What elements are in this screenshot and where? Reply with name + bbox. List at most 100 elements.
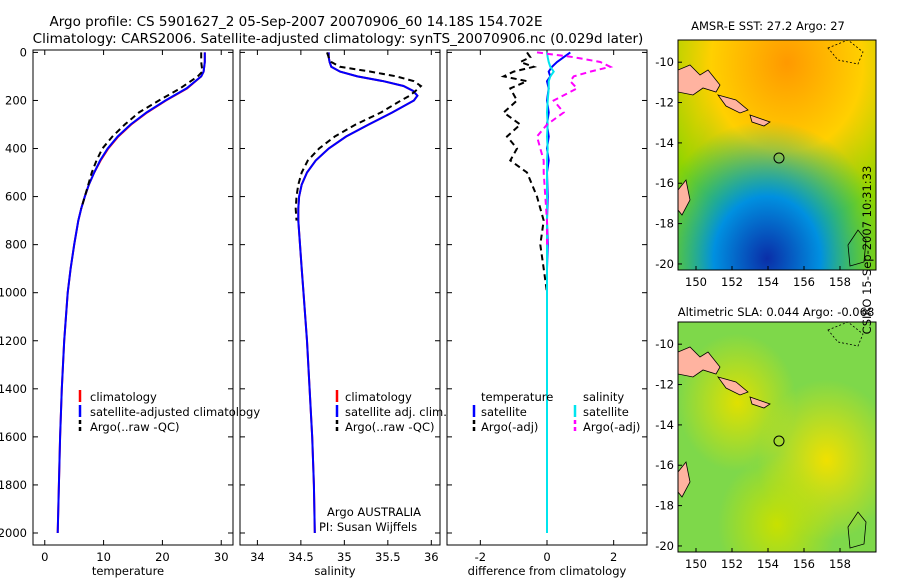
difference-series-temperature-satellite: [545, 51, 571, 533]
map-ytick-label: -12: [655, 378, 674, 392]
salinity-xtick-label: 36: [424, 550, 439, 564]
depth-tick-label: 2000: [0, 526, 27, 540]
temperature-series-argo-raw-qc: [80, 52, 204, 209]
legend-header-temperature: temperature: [481, 390, 553, 404]
title-line-2: Climatology: CARS2006. Satellite-adjuste…: [33, 31, 644, 47]
salinity-series-argo-raw-qc: [294, 52, 423, 221]
salinity-legend: climatology satellite adj. clim. Argo(..…: [335, 390, 447, 434]
map-xtick-label: 156: [793, 557, 815, 571]
difference-xtick-label: 0: [543, 550, 550, 564]
title-line-1: Argo profile: CS 5901627_2 05-Sep-2007 2…: [49, 14, 542, 30]
sla-map-title: Altimetric SLA: 0.044 Argo: -0.068: [678, 305, 875, 319]
sla-land-islands: [717, 376, 749, 396]
temperature-panel: 0 10 20 30 0 200 400 600 800 1000 1200 1400 1600 1800…: [0, 45, 260, 578]
temperature-legend: climatology satellite-adjusted climatolo…: [78, 390, 260, 434]
sla-heatmap: [678, 322, 876, 552]
sst-map-panel: AMSR-E SST: 27.2 Argo: 27 150 152 154 156 15…: [655, 19, 877, 289]
sla-land-islet: [749, 396, 771, 409]
temperature-xlabel: temperature: [92, 564, 164, 578]
temperature-xtick-label: 30: [214, 550, 229, 564]
sla-contour-north: [827, 322, 864, 347]
legend-label-sal-satellite: satellite: [583, 405, 629, 419]
difference-axis-ticks: -2 0 2: [447, 50, 647, 564]
sst-land-islet: [749, 114, 771, 127]
difference-xlabel: difference from climatology: [468, 564, 627, 578]
map-ytick-label: -14: [655, 136, 674, 150]
difference-profile-lines: [500, 51, 614, 533]
map-ytick-label: -18: [655, 499, 674, 513]
salinity-series-satellite-adj-clim: [297, 52, 419, 534]
salinity-xtick-label: 34: [250, 550, 265, 564]
map-ytick-label: -10: [655, 337, 674, 351]
map-xtick-label: 152: [721, 275, 743, 289]
map-ytick-label: -12: [655, 96, 674, 110]
sst-map-ticks: 150 152 154 156 158 -10 -12 -14 -16 -18 -20: [655, 55, 851, 289]
difference-series-salinity-argo-adj: [535, 51, 614, 245]
sst-contour-north: [827, 40, 864, 65]
sst-map-frame: [677, 39, 877, 271]
salinity-xtick-label: 34.5: [288, 550, 314, 564]
sst-land-australia: [678, 179, 691, 216]
legend-label-satellite: satellite-adjusted climatology: [90, 405, 260, 419]
depth-tick-label: 800: [5, 238, 27, 252]
salinity-series-climatology: [297, 52, 419, 534]
depth-tick-label: 1800: [0, 478, 27, 492]
depth-tick-label: 1200: [0, 334, 27, 348]
credit-pi: PI: Susan Wijffels: [319, 520, 417, 534]
legend-label-satellite: satellite adj. clim.: [345, 405, 447, 419]
temperature-xtick-label: 20: [155, 550, 170, 564]
temperature-series-satellite-adjusted-climatology: [56, 52, 206, 534]
depth-tick-label: 600: [5, 190, 27, 204]
legend-label-climatology: climatology: [345, 390, 412, 404]
temperature-axes-frame: [32, 49, 234, 546]
temperature-axis-ticks: 0 10 20 30 0 200 400 600 800 1000 1200 1400 1600 1800…: [0, 45, 233, 564]
difference-series-temperature-argo-adj: [500, 51, 548, 293]
map-ytick-label: -20: [655, 257, 674, 271]
map-xtick-label: 152: [721, 557, 743, 571]
credit-program: Argo AUSTRALIA: [327, 505, 421, 519]
legend-label-temp-argo: Argo(-adj): [481, 420, 538, 434]
sla-land-new-guinea: [678, 346, 721, 378]
map-xtick-label: 156: [793, 275, 815, 289]
legend-label-argo: Argo(..raw -QC): [345, 420, 435, 434]
salinity-panel: 34 34.5 35 35.5 36 salinity climatology sate…: [239, 49, 447, 578]
sla-argo-marker: [773, 435, 785, 447]
map-ytick-label: -20: [655, 539, 674, 553]
sst-land-new-guinea: [678, 64, 721, 96]
salinity-xtick-label: 35.5: [375, 550, 401, 564]
csiro-timestamp: CSIRO 15-Sep-2007 10:31:33: [860, 165, 874, 335]
sst-map-title: AMSR-E SST: 27.2 Argo: 27: [691, 19, 845, 33]
sst-contour-south-east: [847, 229, 867, 267]
sla-map-panel: Altimetric SLA: 0.044 Argo: -0.068 150 15…: [655, 305, 877, 571]
salinity-xlabel: salinity: [314, 564, 355, 578]
map-xtick-label: 158: [829, 557, 851, 571]
map-ytick-label: -10: [655, 55, 674, 69]
sla-contour-south-east: [847, 511, 867, 549]
legend-label-temp-satellite: satellite: [481, 405, 527, 419]
depth-tick-label: 1000: [0, 286, 27, 300]
difference-xtick-label: 2: [610, 550, 617, 564]
difference-panel: -2 0 2 difference from climatology tempera…: [446, 49, 648, 578]
temperature-xtick-label: 0: [41, 550, 48, 564]
salinity-xtick-label: 35: [337, 550, 352, 564]
sst-land-islands: [717, 94, 749, 114]
difference-legend: temperature salinity satellite Argo(-adj…: [472, 390, 640, 434]
map-ytick-label: -14: [655, 418, 674, 432]
depth-tick-label: 1600: [0, 430, 27, 444]
map-ytick-label: -16: [655, 458, 674, 472]
depth-tick-label: 1400: [0, 382, 27, 396]
sst-heatmap: [678, 40, 876, 270]
map-xtick-label: 150: [685, 557, 707, 571]
difference-xtick-label: -2: [475, 550, 486, 564]
depth-tick-label: 400: [5, 142, 27, 156]
temperature-xtick-label: 10: [96, 550, 111, 564]
legend-label-argo: Argo(..raw -QC): [90, 420, 180, 434]
map-ytick-label: -16: [655, 176, 674, 190]
temperature-profile-lines: [56, 52, 206, 534]
map-xtick-label: 150: [685, 275, 707, 289]
salinity-profile-lines: [294, 52, 423, 534]
salinity-axis-ticks: 34 34.5 35 35.5 36: [240, 50, 440, 564]
map-xtick-label: 154: [757, 275, 779, 289]
sla-map-frame: [677, 321, 877, 553]
